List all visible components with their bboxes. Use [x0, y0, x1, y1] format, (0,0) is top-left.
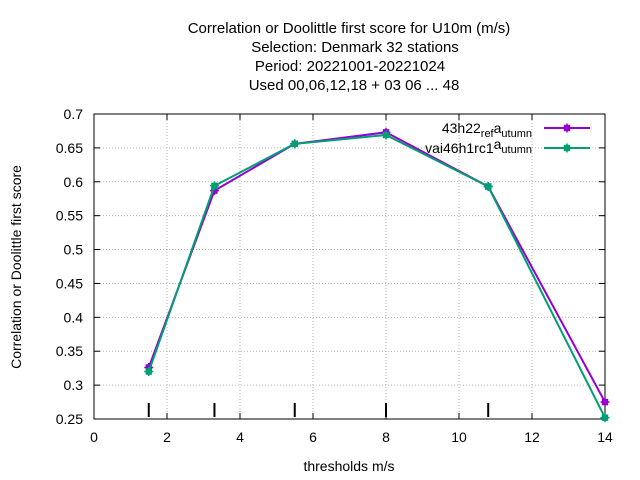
chart-title: Correlation or Doolittle first score for… — [188, 20, 511, 94]
series-layer — [144, 127, 610, 423]
y-tick-label: 0.7 — [64, 106, 84, 122]
title-line-2: Selection: Denmark 32 stations — [251, 39, 459, 56]
legend-label-2: vai46h1rc1autumn — [425, 136, 532, 156]
data-point — [290, 139, 300, 149]
series-2 — [144, 130, 610, 423]
grid — [94, 114, 605, 419]
y-tick-label: 0.55 — [56, 208, 83, 224]
data-point — [144, 367, 154, 377]
legend-entry-1: 43h22refautumn — [442, 120, 590, 140]
x-tick-label: 2 — [163, 429, 171, 445]
y-tick-labels: 0.25 0.3 0.35 0.4 0.45 0.5 0.55 0.6 0.65 0.7 — [56, 106, 83, 427]
x-tick-label: 14 — [597, 429, 613, 445]
x-tick-label: 8 — [382, 429, 390, 445]
y-tick-label: 0.35 — [56, 343, 83, 359]
legend-label-1: 43h22refautumn — [442, 120, 532, 140]
x-tick-label: 0 — [90, 429, 98, 445]
legend-entry-2: vai46h1rc1autumn — [425, 136, 590, 156]
x-axis-label: thresholds m/s — [303, 458, 394, 474]
data-point — [209, 181, 219, 191]
title-line-1: Correlation or Doolittle first score for… — [188, 20, 511, 37]
series-line-1 — [147, 131, 606, 403]
data-point — [381, 130, 391, 140]
legend-point — [562, 123, 572, 133]
data-point — [483, 182, 493, 192]
title-line-3: Period: 20221001-20221024 — [255, 58, 445, 75]
x-tick-labels: 0 2 4 6 8 10 12 14 — [90, 429, 613, 445]
x-tick-label: 10 — [451, 429, 467, 445]
plot-frame — [93, 113, 606, 420]
axis-ticks — [93, 113, 606, 420]
series-1 — [144, 127, 610, 407]
y-tick-label: 0.5 — [64, 242, 84, 258]
y-tick-label: 0.25 — [56, 411, 83, 427]
y-tick-label: 0.3 — [64, 377, 84, 393]
legend-marker-1 — [562, 123, 572, 133]
title-line-4: Used 00,06,12,18 + 03 06 ... 48 — [249, 77, 460, 94]
y-tick-label: 0.65 — [56, 140, 83, 156]
y-tick-label: 0.4 — [64, 309, 84, 325]
legend: 43h22refautumn vai46h1rc1autumn — [425, 120, 590, 156]
x-tick-label: 4 — [236, 429, 244, 445]
x-tick-label: 6 — [309, 429, 317, 445]
threshold-markers — [147, 403, 490, 417]
y-tick-label: 0.6 — [64, 174, 84, 190]
legend-marker-2 — [562, 143, 572, 153]
y-tick-label: 0.45 — [56, 275, 83, 291]
x-tick-label: 12 — [524, 429, 540, 445]
data-point — [600, 397, 610, 407]
data-point — [600, 413, 610, 423]
series-line-2 — [147, 134, 606, 419]
y-axis-label: Correlation or Doolittle first score — [8, 165, 24, 369]
legend-point — [562, 143, 572, 153]
